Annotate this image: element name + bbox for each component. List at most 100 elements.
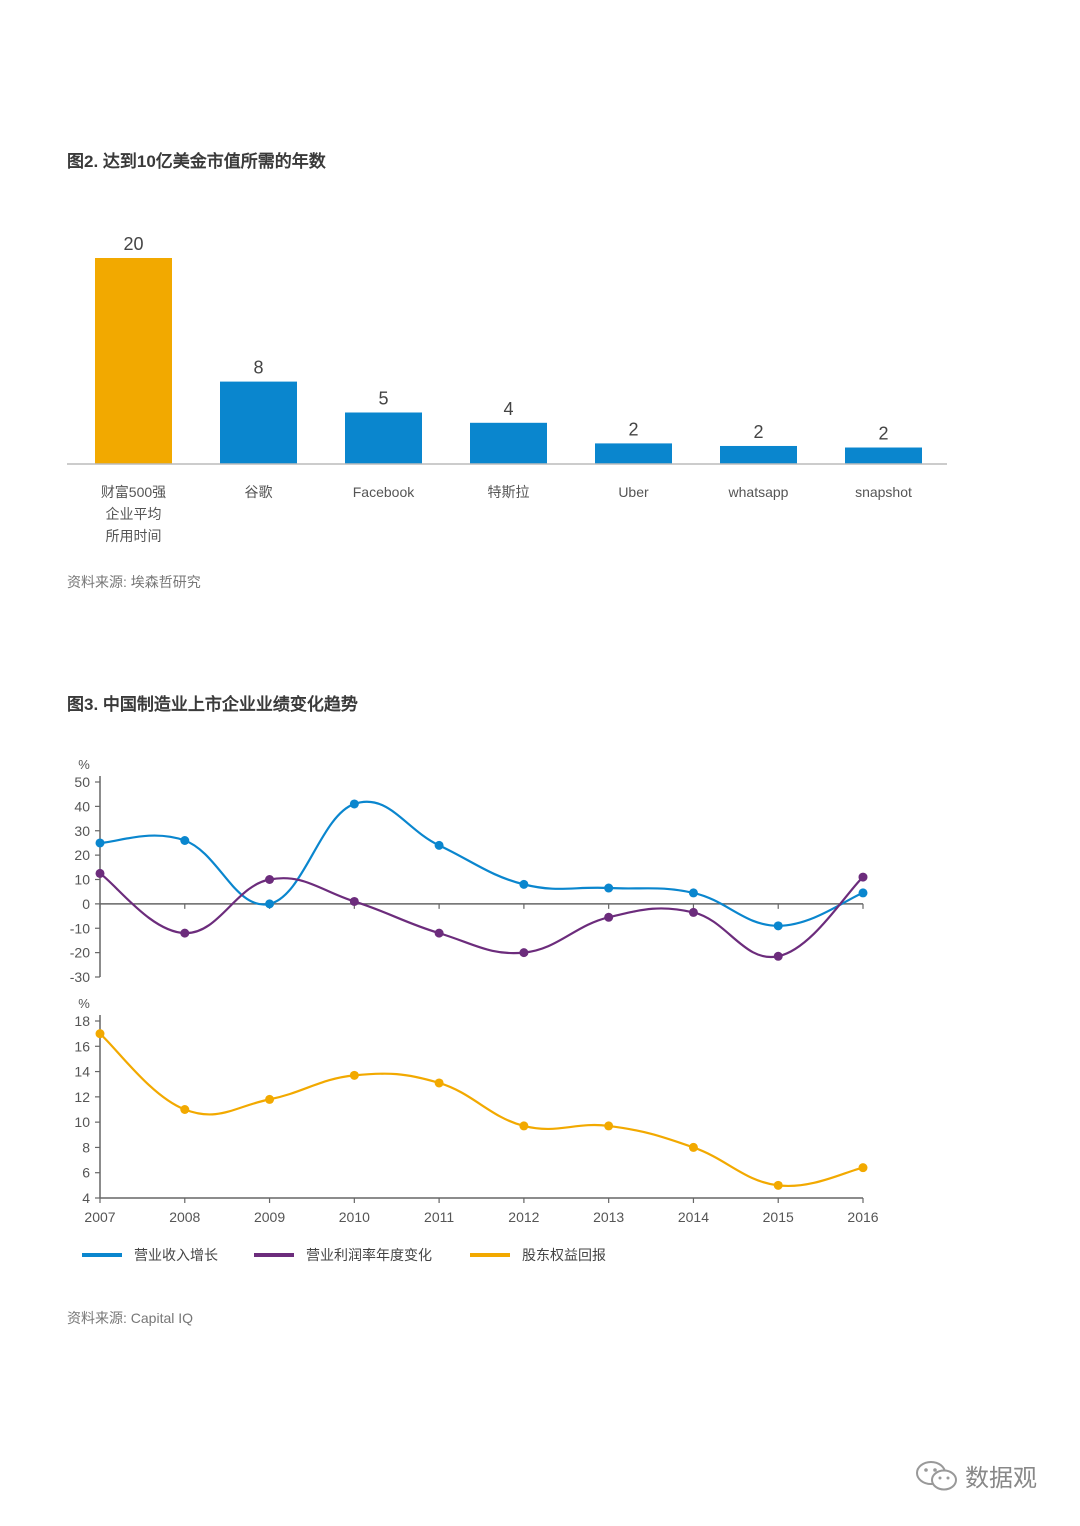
panel-0-y-tick-label-4: 10: [74, 872, 90, 888]
x-tick-label-2: 2009: [254, 1209, 285, 1225]
legend-item-roe: 股东权益回报: [470, 1244, 606, 1266]
category-label-4-0: Uber: [618, 484, 649, 500]
panel-1-unit-label: %: [78, 996, 90, 1011]
category-label-2-0: Facebook: [353, 484, 415, 500]
legend-swatch-revenue: [82, 1253, 122, 1257]
panel-0-y-tick-label-6: -10: [70, 920, 90, 936]
bar-5: [720, 445, 797, 464]
x-tick-label-1: 2008: [169, 1209, 200, 1225]
panel-1-series-0-point-6: [604, 1121, 614, 1131]
panel-1-series-0-point-8: [773, 1180, 783, 1190]
panel-1-series-0-point-1: [180, 1105, 190, 1114]
category-label-1-0: 谷歌: [245, 484, 273, 500]
figure-3-title: 图3. 中国制造业上市企业业绩变化趋势: [67, 695, 358, 714]
x-tick-label-9: 2016: [847, 1209, 878, 1225]
legend-swatch-roe: [470, 1253, 510, 1257]
panel-1-series-0-point-7: [688, 1142, 698, 1152]
bar-value-label-5: 2: [753, 422, 763, 442]
panel-0-series-1-point-7: [688, 907, 698, 917]
category-label-6-0: snapshot: [855, 484, 912, 500]
panel-0-series-1-point-5: [519, 948, 529, 958]
bar-6: [845, 447, 922, 464]
panel-1-y-tick-label-7: 4: [82, 1190, 90, 1206]
panel-0-y-tick-label-5: 0: [82, 896, 90, 912]
panel-0-series-0-point-8: [773, 921, 783, 931]
category-label-0-2: 所用时间: [106, 528, 162, 544]
panel-1-y-tick-label-6: 6: [82, 1165, 90, 1181]
bar-value-label-2: 5: [378, 389, 388, 409]
panel-1-series-0-point-0: [95, 1029, 105, 1039]
panel-0-series-1-point-8: [773, 951, 783, 961]
bar-4: [595, 443, 672, 464]
category-label-0-0: 财富500强: [101, 484, 166, 500]
panel-0-y-tick-label-7: -20: [70, 945, 90, 961]
category-label-3-0: 特斯拉: [488, 484, 530, 500]
legend-label-roe: 股东权益回报: [522, 1247, 606, 1263]
legend-item-margin: 营业利润率年度变化: [254, 1244, 432, 1266]
panel-0-series-1-point-0: [95, 868, 105, 878]
panel-0-series-0-point-9: [858, 888, 868, 898]
panel-0-series-1-point-6: [604, 912, 614, 922]
panel-0-series-0-point-4: [434, 840, 444, 850]
panel-0-series-1-point-2: [265, 875, 275, 884]
panel-1-y-tick-label-2: 14: [74, 1064, 90, 1080]
bar-value-label-4: 2: [628, 419, 638, 439]
bar-value-label-0: 20: [123, 234, 143, 254]
x-tick-label-8: 2015: [763, 1209, 794, 1225]
panel-0-series-0-point-0: [95, 838, 105, 848]
x-tick-label-0: 2007: [84, 1209, 115, 1225]
panel-1-series-0-point-2: [265, 1094, 275, 1104]
legend-label-revenue: 营业收入增长: [134, 1247, 218, 1263]
category-label-0-1: 企业平均: [106, 506, 162, 522]
panel-1-y-tick-label-3: 12: [74, 1089, 90, 1105]
panel-0-series-0-point-5: [519, 879, 529, 889]
watermark: 数据观: [915, 1458, 1037, 1493]
panel-1-y-tick-label-5: 8: [82, 1139, 90, 1155]
watermark-text: 数据观: [965, 1465, 1037, 1492]
panel-1-y-tick-label-0: 18: [74, 1013, 90, 1029]
panel-1-series-0-point-4: [434, 1078, 444, 1088]
category-label-5-0: whatsapp: [728, 484, 789, 500]
panel-0-series-0-point-6: [604, 883, 614, 893]
panel-1-y-tick-label-4: 10: [74, 1114, 90, 1130]
bar-value-label-1: 8: [253, 358, 263, 378]
panel-0-series-0-point-3: [349, 799, 359, 809]
figure-3-source: 资料来源: Capital IQ: [67, 1310, 194, 1326]
bar-1: [220, 381, 297, 464]
x-tick-label-3: 2010: [339, 1209, 370, 1225]
bar-value-label-6: 2: [878, 424, 888, 444]
panel-0-series-1-point-3: [349, 896, 359, 906]
figure-2-source: 资料来源: 埃森哲研究: [67, 574, 201, 590]
x-tick-label-5: 2012: [508, 1209, 539, 1225]
wechat-icon: [916, 1460, 957, 1490]
panel-0-y-tick-label-0: 50: [74, 774, 90, 790]
panel-0-unit-label: %: [78, 757, 90, 772]
legend-item-revenue: 营业收入增长: [82, 1244, 218, 1266]
x-tick-label-4: 2011: [424, 1209, 454, 1225]
panel-1-series-0-point-5: [519, 1121, 529, 1131]
panel-0-series-1-point-4: [434, 928, 444, 938]
panel-0-series-1-line: [99, 872, 864, 959]
panel-0-series-1-point-1: [180, 928, 190, 938]
panel-0-y-tick-label-1: 40: [74, 798, 90, 814]
legend-swatch-margin: [254, 1253, 294, 1257]
panel-1-series-0-line: [99, 1032, 864, 1188]
bar-value-label-3: 4: [503, 399, 513, 419]
panel-1-series-0-point-9: [858, 1163, 868, 1173]
panel-0-series-1-point-9: [858, 872, 868, 882]
bar-2: [345, 412, 422, 464]
x-tick-label-7: 2014: [678, 1209, 709, 1225]
panel-0-y-tick-label-8: -30: [70, 969, 90, 985]
bar-0: [95, 258, 172, 464]
bar-3: [470, 422, 547, 464]
panel-0-series-0-point-2: [265, 899, 275, 909]
panel-0-y-tick-label-3: 20: [74, 847, 90, 863]
panel-1-series-0-point-3: [349, 1070, 359, 1080]
panel-0-series-0-line: [99, 800, 864, 927]
panel-1-y-tick-label-1: 16: [74, 1038, 90, 1054]
x-tick-label-6: 2013: [593, 1209, 624, 1225]
panel-0-y-tick-label-2: 30: [74, 823, 90, 839]
figure-2-title: 图2. 达到10亿美金市值所需的年数: [67, 152, 326, 171]
